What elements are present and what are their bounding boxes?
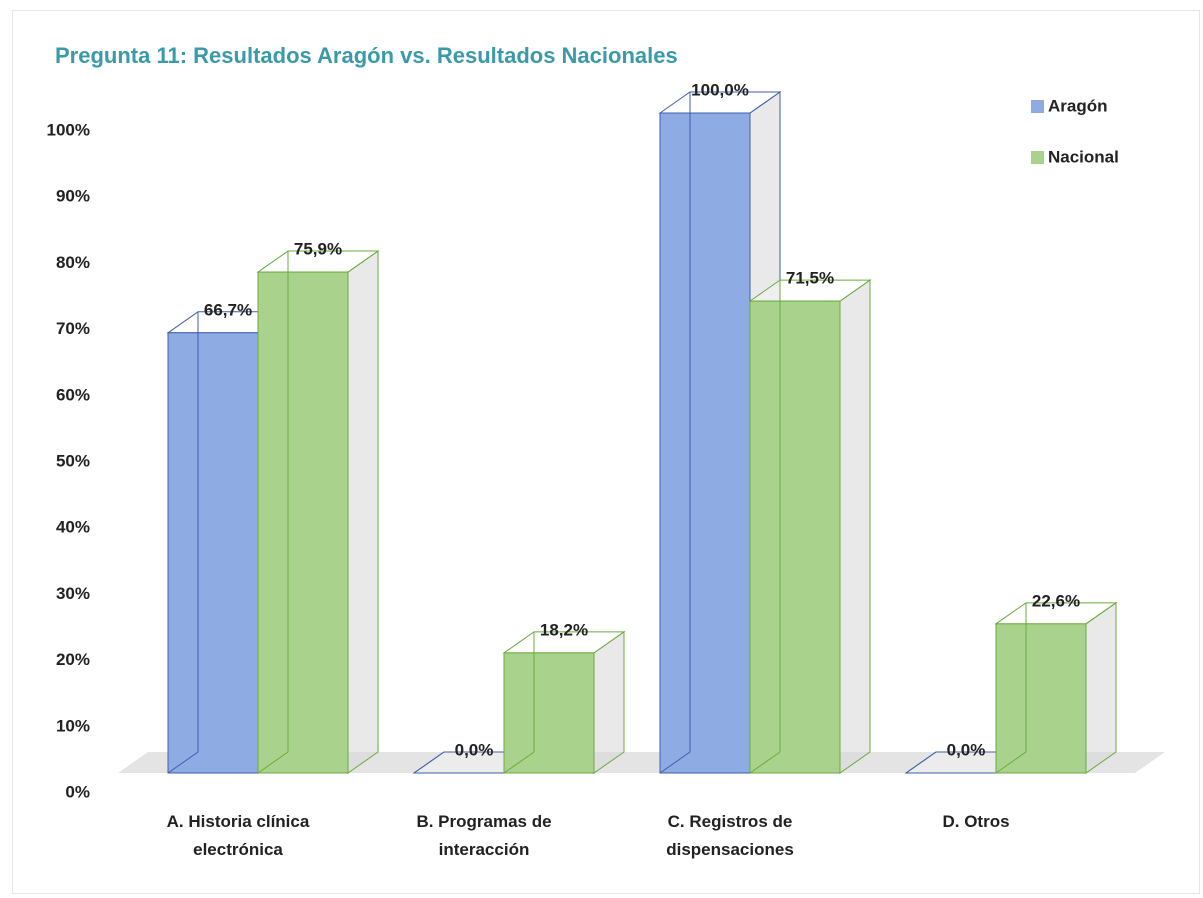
chart-frame	[12, 10, 1200, 894]
y-tick-label: 40%	[56, 518, 90, 537]
bar-front	[659, 112, 751, 774]
value-label: 0,0%	[947, 740, 986, 759]
bar-front	[503, 652, 595, 774]
x-tick-label: D. Otros	[942, 812, 1010, 831]
value-label: 75,9%	[294, 240, 342, 259]
y-tick-label: 20%	[56, 650, 90, 669]
y-tick-label: 30%	[56, 584, 90, 603]
y-tick-label: 100%	[47, 120, 90, 139]
value-label: 66,7%	[204, 300, 252, 319]
bar-front	[749, 300, 841, 774]
floor	[118, 752, 1165, 773]
y-tick-label: 50%	[56, 451, 90, 470]
value-label: 18,2%	[540, 620, 588, 639]
chart-title: Pregunta 11: Resultados Aragón vs. Resul…	[55, 43, 678, 68]
bar	[256, 250, 380, 774]
x-tick-label: C. Registros de dispensaciones	[666, 812, 794, 859]
bar-edge	[167, 751, 199, 774]
bar-front	[995, 623, 1087, 774]
y-tick-label: 70%	[56, 319, 90, 338]
y-tick-label: 90%	[56, 187, 90, 206]
value-label: 22,6%	[1032, 591, 1080, 610]
x-tick-label: B. Programas de interacción	[416, 812, 552, 859]
bar-side	[839, 279, 871, 774]
y-tick-label: 0%	[65, 782, 90, 801]
bar	[748, 279, 872, 774]
value-label: 71,5%	[786, 269, 834, 288]
bar-edge	[659, 751, 691, 774]
bar-edge	[749, 751, 781, 774]
legend-swatch	[1031, 100, 1044, 113]
legend-swatch	[1031, 151, 1044, 164]
bar-side	[347, 250, 379, 774]
bar	[994, 601, 1118, 774]
bar	[502, 630, 626, 774]
y-tick-label: 60%	[56, 385, 90, 404]
value-label: 0,0%	[455, 740, 494, 759]
bar-side	[593, 630, 625, 774]
value-label: 100,0%	[691, 80, 749, 99]
bar-front	[257, 271, 349, 774]
bar-edge	[413, 751, 445, 774]
bar-edge	[905, 751, 937, 774]
bar-edge	[257, 751, 289, 774]
bar-edge	[995, 751, 1027, 774]
y-tick-label: 10%	[56, 716, 90, 735]
bar-front	[167, 332, 259, 774]
bar-side	[1085, 601, 1117, 774]
x-tick-label: A. Historia clínica electrónica	[166, 812, 310, 859]
legend-label: Aragón	[1048, 96, 1108, 115]
y-tick-label: 80%	[56, 253, 90, 272]
bar-edge	[503, 751, 535, 774]
legend-label: Nacional	[1048, 147, 1119, 166]
